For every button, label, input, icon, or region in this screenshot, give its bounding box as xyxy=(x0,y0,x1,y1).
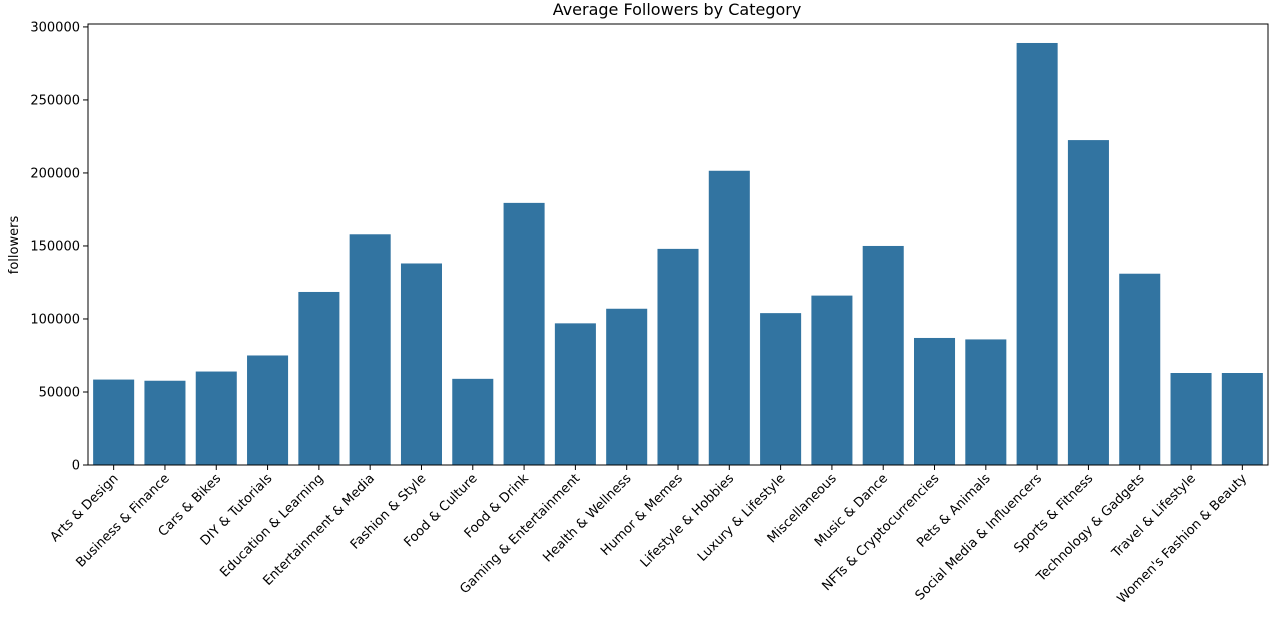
x-tick-label-12: Lifestyle & Hobbies xyxy=(638,471,738,571)
bar-1 xyxy=(144,380,186,465)
bar-19 xyxy=(1067,140,1109,465)
plot-frame xyxy=(87,23,1269,466)
bar-4 xyxy=(298,291,340,465)
x-tick-label-1: Business & Finance xyxy=(73,471,172,570)
plot-area: 050000100000150000200000250000300000Arts… xyxy=(30,20,1269,607)
x-tick-label-13: Luxury & Lifestyle xyxy=(695,471,789,565)
bar-11 xyxy=(657,248,699,465)
chart-title: Average Followers by Category xyxy=(553,0,802,19)
bar-10 xyxy=(606,308,648,465)
bar-21 xyxy=(1170,373,1212,465)
y-tick-label-6: 300000 xyxy=(30,20,80,35)
y-axis-title: followers xyxy=(7,216,22,275)
bar-2 xyxy=(195,371,237,465)
bar-5 xyxy=(349,234,391,465)
bar-12 xyxy=(708,170,750,465)
bar-20 xyxy=(1119,273,1161,465)
bar-17 xyxy=(965,339,1007,465)
bar-14 xyxy=(811,295,853,465)
bar-16 xyxy=(914,337,956,465)
bar-22 xyxy=(1221,373,1263,465)
bar-0 xyxy=(93,379,135,465)
y-tick-label-4: 200000 xyxy=(30,166,80,181)
y-tick-label-0: 0 xyxy=(72,459,80,474)
bar-6 xyxy=(400,263,442,465)
bar-3 xyxy=(247,355,289,465)
bar-9 xyxy=(554,323,596,465)
y-tick-label-2: 100000 xyxy=(30,312,80,327)
bar-18 xyxy=(1016,42,1058,465)
x-tick-label-10: Health & Wellness xyxy=(540,471,634,565)
y-tick-label-3: 150000 xyxy=(30,239,80,254)
bar-15 xyxy=(862,245,904,465)
x-tick-label-4: Education & Learning xyxy=(217,471,326,580)
y-tick-label-1: 50000 xyxy=(39,385,80,400)
y-tick-label-5: 250000 xyxy=(30,93,80,108)
bar-8 xyxy=(503,202,545,465)
bar-13 xyxy=(760,313,802,465)
bar-7 xyxy=(452,378,494,465)
